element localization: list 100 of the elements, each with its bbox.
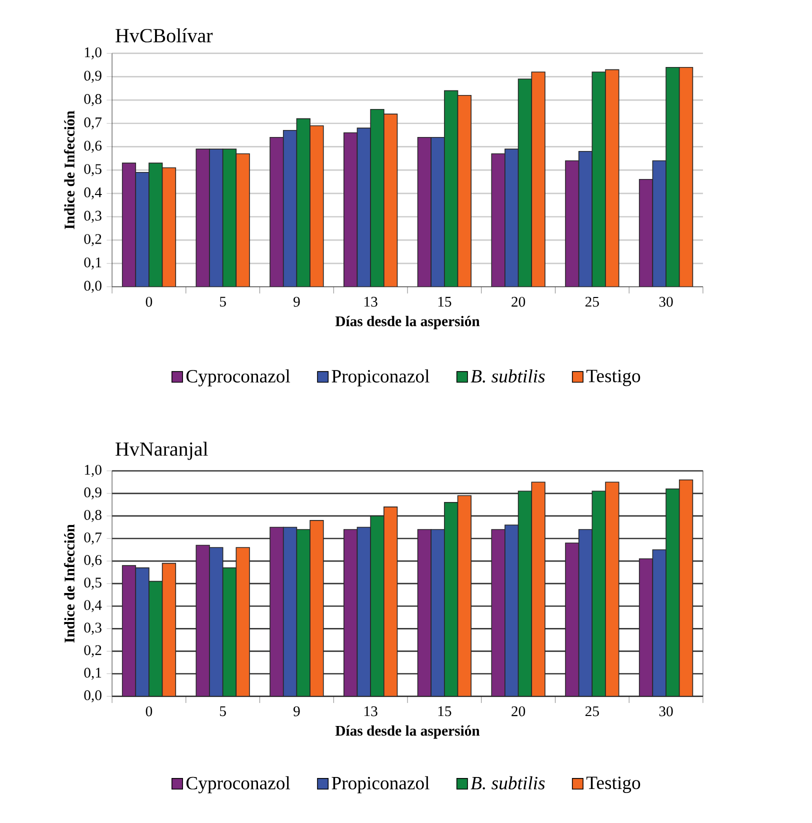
bar bbox=[222, 567, 236, 696]
bar bbox=[135, 567, 150, 696]
bar bbox=[518, 78, 532, 287]
y-tick-label: 0,3 bbox=[84, 210, 102, 223]
bar bbox=[208, 547, 224, 696]
y-tick-label: 0,1 bbox=[84, 257, 101, 270]
y-tick-label: 0,6 bbox=[84, 555, 102, 568]
x-tick-label: 5 bbox=[220, 296, 226, 307]
x-axis-title: Días desde la aspersión bbox=[335, 316, 480, 330]
y-tick-label: 0,2 bbox=[84, 234, 102, 246]
y-tick-label: 0,6 bbox=[84, 140, 102, 153]
y-tick-label: 0,0 bbox=[84, 280, 102, 293]
y-tick-label: 0,0 bbox=[84, 690, 102, 702]
y-tick-label: 0,5 bbox=[84, 164, 102, 176]
y-tick-label: 0,8 bbox=[84, 94, 102, 106]
bar bbox=[578, 529, 592, 696]
bar bbox=[531, 72, 546, 287]
y-tick-label: 0,9 bbox=[84, 70, 102, 83]
bar bbox=[309, 125, 324, 287]
y-axis-title: Indice de Infección bbox=[64, 110, 74, 230]
bar bbox=[222, 148, 236, 287]
x-tick-label: 15 bbox=[438, 296, 452, 307]
bar bbox=[604, 482, 620, 696]
bar bbox=[444, 90, 458, 287]
bar bbox=[457, 495, 472, 696]
y-tick-label: 0,7 bbox=[84, 532, 102, 544]
y-tick-label: 0,9 bbox=[84, 487, 102, 500]
bar bbox=[343, 132, 358, 287]
legend-label: Testigo bbox=[586, 370, 640, 386]
y-tick-label: 0,4 bbox=[84, 600, 102, 612]
bar bbox=[196, 148, 210, 287]
bar bbox=[430, 529, 445, 696]
y-tick-label: 0,5 bbox=[84, 578, 102, 590]
bar bbox=[457, 94, 472, 287]
x-tick-label: 20 bbox=[511, 296, 525, 307]
x-tick-label: 5 bbox=[220, 706, 226, 716]
bar bbox=[592, 490, 606, 696]
bar bbox=[504, 524, 519, 696]
bar bbox=[665, 488, 680, 696]
bar bbox=[678, 66, 693, 287]
y-tick-label: 0,1 bbox=[84, 668, 101, 680]
bar bbox=[417, 136, 432, 287]
legend-label: Testigo bbox=[586, 776, 640, 793]
bar bbox=[638, 179, 653, 287]
y-tick-label: 0,2 bbox=[84, 645, 102, 658]
x-tick-label: 25 bbox=[585, 296, 599, 307]
x-tick-label: 13 bbox=[364, 706, 378, 716]
bar bbox=[162, 167, 176, 287]
bar bbox=[162, 562, 176, 696]
x-tick-label: 15 bbox=[438, 706, 452, 716]
y-tick-label: 1,0 bbox=[84, 47, 102, 60]
legend-label: B. subtilis bbox=[470, 369, 545, 383]
legend-label: Propiconazol bbox=[332, 776, 430, 794]
bar bbox=[282, 526, 297, 696]
chart-title: HvCBolívar bbox=[115, 28, 212, 42]
legend-label: Propiconazol bbox=[332, 369, 430, 386]
y-tick-label: 0,3 bbox=[84, 622, 102, 635]
x-axis-title: Días desde la aspersión bbox=[335, 725, 480, 739]
x-tick-label: 0 bbox=[146, 706, 152, 716]
bar bbox=[356, 526, 371, 696]
bar bbox=[652, 549, 666, 696]
bar bbox=[592, 72, 606, 287]
x-tick-label: 9 bbox=[293, 296, 300, 307]
bar bbox=[383, 506, 398, 696]
bar bbox=[444, 502, 458, 696]
chart-title: HvNaranjal bbox=[115, 442, 208, 460]
y-tick-label: 1,0 bbox=[84, 464, 102, 477]
bar bbox=[269, 136, 284, 287]
bar bbox=[236, 547, 250, 696]
bar bbox=[518, 490, 532, 696]
y-tick-label: 0,4 bbox=[84, 187, 102, 200]
legend-label: B. subtilis bbox=[470, 776, 545, 790]
bar bbox=[148, 580, 163, 696]
bar bbox=[678, 479, 693, 696]
legend-label: Cyproconazol bbox=[186, 776, 290, 794]
x-tick-label: 25 bbox=[585, 706, 599, 716]
bar bbox=[491, 153, 506, 287]
y-tick-label: 0,8 bbox=[84, 510, 102, 522]
bar bbox=[604, 69, 620, 287]
x-tick-label: 13 bbox=[364, 296, 378, 307]
x-tick-label: 0 bbox=[146, 296, 152, 307]
x-tick-label: 30 bbox=[659, 706, 673, 716]
bar bbox=[296, 529, 310, 696]
bar bbox=[370, 516, 384, 696]
bar bbox=[309, 520, 324, 696]
legend-label: Cyproconazol bbox=[186, 369, 290, 386]
bar bbox=[383, 114, 398, 287]
x-tick-label: 9 bbox=[293, 706, 300, 716]
bar bbox=[370, 108, 384, 287]
bar bbox=[564, 160, 580, 287]
bar bbox=[122, 162, 136, 287]
y-axis-title: Indice de Infección bbox=[64, 524, 74, 643]
bar bbox=[236, 153, 250, 287]
bar bbox=[296, 118, 310, 287]
x-tick-label: 30 bbox=[659, 296, 673, 307]
bar bbox=[531, 482, 546, 696]
bar bbox=[148, 162, 163, 287]
bar bbox=[665, 66, 680, 287]
y-tick-label: 0,7 bbox=[84, 117, 102, 130]
x-tick-label: 20 bbox=[511, 706, 525, 716]
